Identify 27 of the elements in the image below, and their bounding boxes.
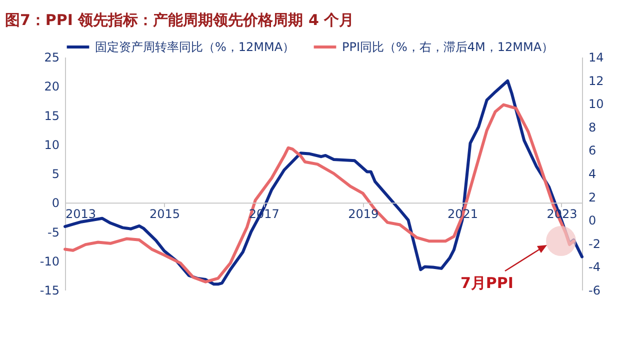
y-tick-label: 20	[44, 80, 60, 94]
legend-label: 固定资产周转率同比（%，12MMA）	[95, 40, 295, 54]
y2-tick-label: 4	[588, 167, 596, 181]
y2-tick-label: 6	[588, 144, 596, 158]
y-tick-label: 5	[52, 167, 60, 181]
y2-tick-label: -6	[588, 284, 600, 298]
legend-label: PPI同比（%，右，滞后4M，12MMA）	[342, 40, 554, 54]
y2-tick-label: -2	[588, 236, 600, 251]
x-tick-label: 2019	[348, 207, 379, 222]
y2-tick-label: 2	[588, 190, 596, 204]
chart-title: 图7：PPI 领先指标：产能周期领先价格周期 4 个月	[5, 11, 354, 29]
y2-tick-label: -4	[588, 260, 600, 274]
y2-tick-label: 0	[588, 214, 596, 228]
x-tick-label: 2015	[149, 207, 180, 222]
y-tick-label: -15	[40, 284, 60, 298]
y-tick-label: 10	[44, 138, 60, 152]
y-tick-label: 0	[52, 196, 60, 210]
y2-tick-label: 10	[588, 97, 604, 112]
y-tick-label: -10	[40, 254, 60, 268]
y2-tick-label: 8	[588, 120, 596, 134]
annotation: 7月PPI	[460, 274, 514, 292]
y2-tick-label: 14	[588, 50, 604, 64]
y-tick-label: 25	[44, 50, 60, 64]
y-tick-label: 15	[44, 108, 60, 123]
x-tick-label: 2013	[66, 207, 96, 222]
y2-tick-label: 12	[588, 74, 604, 88]
y-tick-label: -5	[48, 225, 60, 240]
